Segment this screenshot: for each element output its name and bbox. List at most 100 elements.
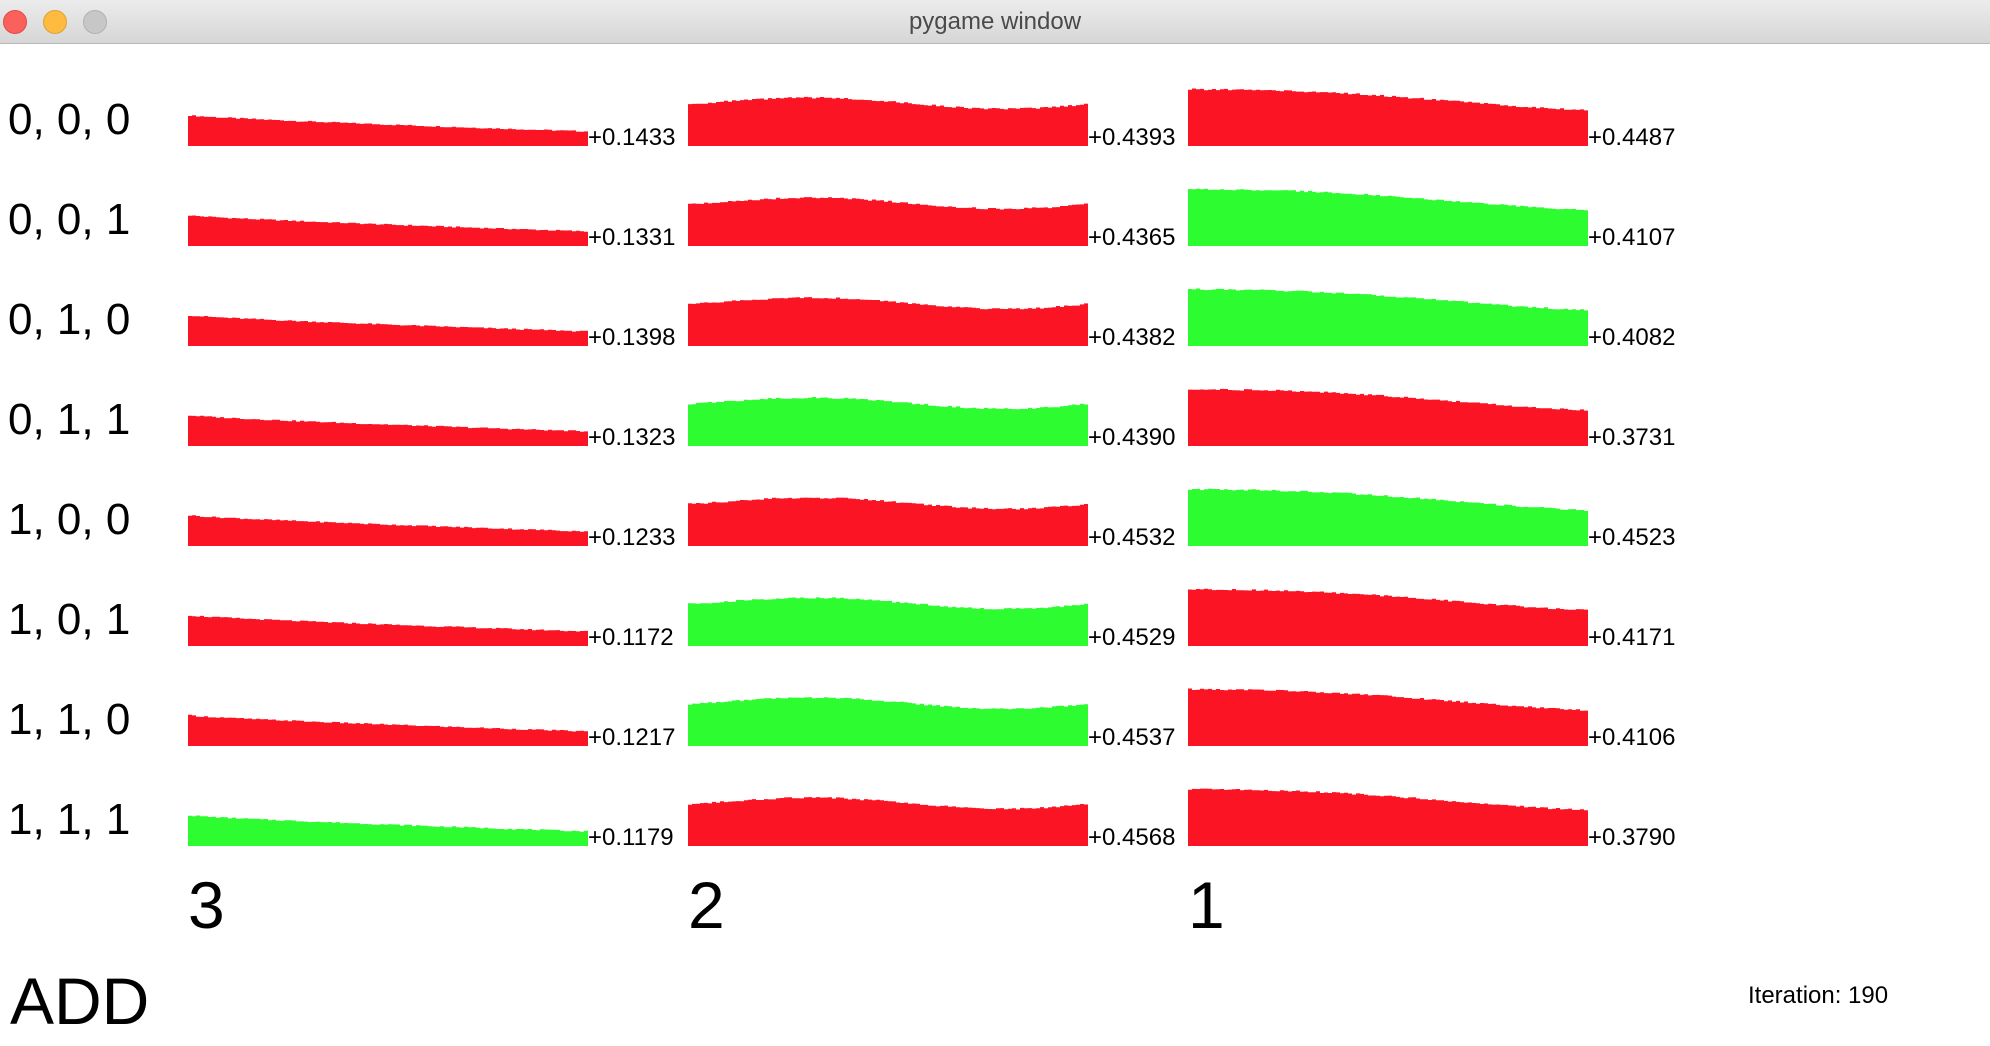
output-value: +0.4082 [1588,324,1676,351]
output-plot-svg [1188,788,1588,846]
output-value: +0.3731 [1588,424,1676,451]
output-plot-area [688,597,1088,646]
output-plot-area [188,714,588,746]
output-plot-area [688,497,1088,546]
output-plot-area [188,615,588,646]
output-plot [188,488,588,548]
output-plot [1188,488,1588,548]
output-plot [1188,188,1588,248]
output-plot-svg [188,316,588,346]
output-plot-area [688,697,1088,746]
output-value: +0.1433 [588,124,676,151]
iteration-counter: Iteration: 190 [1748,982,1889,1009]
output-plot-area [188,115,588,146]
output-plot-svg [188,515,588,546]
output-value: +0.4568 [1088,824,1176,851]
row-label: 0, 0, 0 [8,95,131,144]
output-plot-area [1188,388,1588,446]
output-plot-svg [188,815,588,846]
output-value: +0.4523 [1588,524,1676,551]
row-label: 1, 0, 0 [8,495,131,544]
output-plot [688,288,1088,348]
output-plot [1188,788,1588,848]
output-plot [188,88,588,148]
output-plot-svg [688,697,1088,746]
output-plot [688,688,1088,748]
output-plot-area [1188,88,1588,146]
output-plot-svg [1188,388,1588,446]
output-value: +0.3790 [1588,824,1676,851]
output-plot [1188,288,1588,348]
output-value: +0.4532 [1088,524,1176,551]
row-label: 0, 1, 0 [8,295,131,344]
output-plot [688,88,1088,148]
row-label: 0, 1, 1 [8,395,131,444]
output-plot-svg [1188,188,1588,246]
output-plot-svg [1188,88,1588,146]
output-plot [188,288,588,348]
window-title: pygame window [908,8,1082,35]
output-plot-svg [688,96,1088,146]
output-plot-svg [188,215,588,246]
output-value: +0.1179 [588,824,674,851]
output-plot-svg [688,797,1088,846]
output-plot-area [1188,188,1588,246]
output-plot-area [688,96,1088,146]
output-plot-area [688,797,1088,846]
operation-label: ADD [10,964,150,1038]
output-plot-svg [1188,688,1588,746]
output-plot-area [188,215,588,246]
output-value: +0.4171 [1588,624,1676,651]
output-value: +0.1217 [588,724,676,751]
visualization-canvas: 3 2 1 ADD Iteration: 190 0, 0, 0 +0.1433 +… [0,44,1990,1046]
output-plot [188,788,588,848]
output-plot [188,388,588,448]
output-plot-svg [188,714,588,746]
output-plot [1188,688,1588,748]
output-plot-area [1188,288,1588,346]
output-plot [688,488,1088,548]
output-plot-area [688,397,1088,446]
output-plot-svg [688,597,1088,646]
output-value: +0.4529 [1088,624,1176,651]
output-plot [1188,588,1588,648]
output-value: +0.4107 [1588,224,1676,251]
output-value: +0.1398 [588,324,676,351]
column-label-2: 2 [688,868,725,942]
output-plot [688,188,1088,248]
close-button[interactable] [3,10,27,34]
output-plot-area [688,197,1088,246]
output-plot [188,588,588,648]
output-plot-area [1188,488,1588,546]
output-plot-area [1188,688,1588,746]
output-plot-area [688,297,1088,346]
output-plot [688,588,1088,648]
output-plot-svg [688,197,1088,246]
output-plot-svg [188,615,588,646]
output-plot [188,688,588,748]
output-value: +0.4106 [1588,724,1676,751]
output-value: +0.4390 [1088,424,1176,451]
output-plot-svg [1188,288,1588,346]
output-plot [188,188,588,248]
title-bar[interactable]: pygame window [0,0,1990,44]
output-value: +0.1233 [588,524,676,551]
output-plot-area [188,515,588,546]
column-label-3: 3 [188,868,225,942]
output-plot-area [1188,788,1588,846]
output-plot-area [188,415,588,446]
minimize-button[interactable] [43,10,67,34]
output-plot-svg [688,297,1088,346]
output-value: +0.4382 [1088,324,1176,351]
output-plot [1188,388,1588,448]
output-value: +0.1172 [588,624,674,651]
output-value: +0.4537 [1088,724,1176,751]
output-plot-svg [688,397,1088,446]
column-label-1: 1 [1188,868,1225,942]
output-plot [1188,88,1588,148]
output-value: +0.4487 [1588,124,1676,151]
output-plot-area [1188,588,1588,646]
zoom-button[interactable] [83,10,107,34]
output-value: +0.1323 [588,424,676,451]
